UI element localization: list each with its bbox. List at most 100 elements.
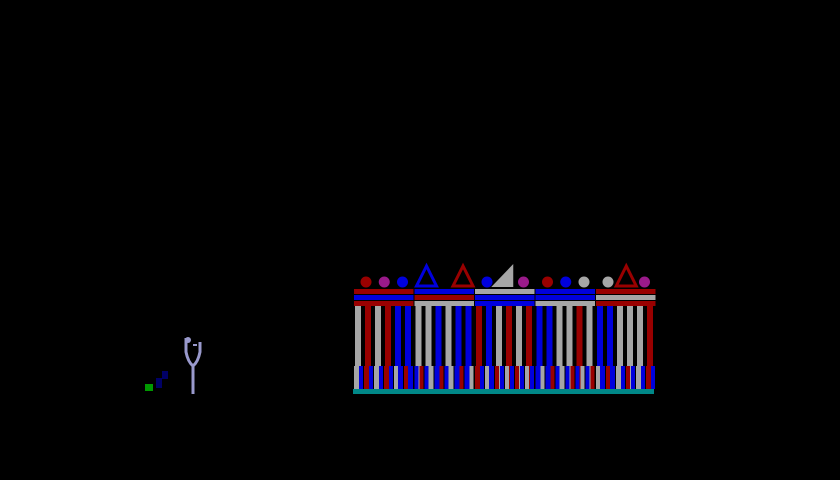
base-stripe (596, 366, 600, 389)
base-stripe (535, 366, 540, 389)
ornament-ball (481, 276, 493, 288)
post (405, 305, 411, 389)
base-stripe (475, 366, 479, 389)
base-stripe (550, 366, 555, 389)
post (586, 305, 593, 389)
module-1 (354, 276, 414, 389)
base-stripe (359, 366, 363, 389)
ornament-ball (518, 276, 529, 288)
post (536, 305, 543, 389)
base-stripe (419, 366, 424, 389)
post (415, 305, 422, 389)
base-stripe (545, 366, 550, 389)
slab (414, 289, 474, 294)
slab (475, 301, 535, 306)
base-stripe (414, 366, 419, 389)
base-stripe (540, 366, 545, 389)
post (476, 305, 482, 389)
base-stripe (354, 366, 358, 389)
base-stripe (525, 366, 529, 389)
post (597, 305, 603, 389)
slab (535, 289, 595, 294)
base-stripe (520, 366, 524, 389)
base-stripe (464, 366, 469, 389)
slab (535, 295, 595, 300)
slab (354, 289, 414, 294)
base-stripe (631, 366, 635, 389)
ornament-ball (639, 276, 650, 288)
base-stripe (490, 366, 494, 389)
player-sprite[interactable] (184, 337, 202, 394)
base-stripe (389, 366, 393, 389)
player-head (185, 337, 191, 343)
ornament-ball (360, 276, 372, 288)
base-stripe (560, 366, 565, 389)
shrub-leaf (162, 371, 168, 379)
module-2 (414, 262, 476, 389)
ornament-ball (578, 276, 590, 288)
base-stripe (399, 366, 403, 389)
post (526, 305, 532, 389)
base-stripe (495, 366, 499, 389)
post (425, 305, 432, 389)
base-stripe (404, 366, 408, 389)
slab (596, 295, 656, 300)
post (556, 305, 563, 389)
base-stripe (611, 366, 615, 389)
base-stripe (530, 366, 534, 389)
post (627, 305, 633, 389)
post (506, 305, 512, 389)
base-stripe (369, 366, 373, 389)
base-stripe (515, 366, 519, 389)
base-stripe (439, 366, 444, 389)
base-stripe (469, 366, 474, 389)
pillar-structure (353, 262, 656, 394)
base-stripe (485, 366, 489, 389)
post (486, 305, 492, 389)
ornament-triangle (414, 262, 439, 288)
post (516, 305, 522, 389)
base-stripe (434, 366, 439, 389)
base-stripe (641, 366, 645, 389)
base-stripe (590, 366, 595, 389)
post (647, 305, 653, 389)
post (637, 305, 643, 389)
module-5 (596, 262, 656, 389)
post (566, 305, 573, 389)
floor-line (353, 389, 654, 394)
base-stripe (379, 366, 383, 389)
base-stripe (449, 366, 454, 389)
base-stripe (555, 366, 560, 389)
player-eye (193, 344, 197, 346)
post (395, 305, 401, 389)
module-4 (535, 276, 595, 389)
post (385, 305, 391, 389)
base-stripe (459, 366, 464, 389)
base-stripe (500, 366, 504, 389)
ornament-ball (560, 276, 572, 288)
ornament-ball (397, 276, 408, 288)
shrub-stem (156, 378, 162, 388)
slab (475, 289, 535, 294)
post (435, 305, 442, 389)
base-stripe (374, 366, 378, 389)
ornament-wedge (491, 264, 514, 287)
post (607, 305, 613, 389)
player-stem (191, 364, 195, 394)
slab (414, 295, 474, 300)
base-stripe (429, 366, 434, 389)
shrub-sprite (145, 371, 168, 391)
base-stripe (424, 366, 429, 389)
base-stripe (454, 366, 459, 389)
base-stripe (480, 366, 484, 389)
base-stripe (409, 366, 413, 389)
post (546, 305, 553, 389)
post (445, 305, 452, 389)
slab (354, 301, 414, 306)
base-stripe (384, 366, 388, 389)
slab (414, 301, 474, 306)
base-stripe (565, 366, 570, 389)
post (617, 305, 623, 389)
